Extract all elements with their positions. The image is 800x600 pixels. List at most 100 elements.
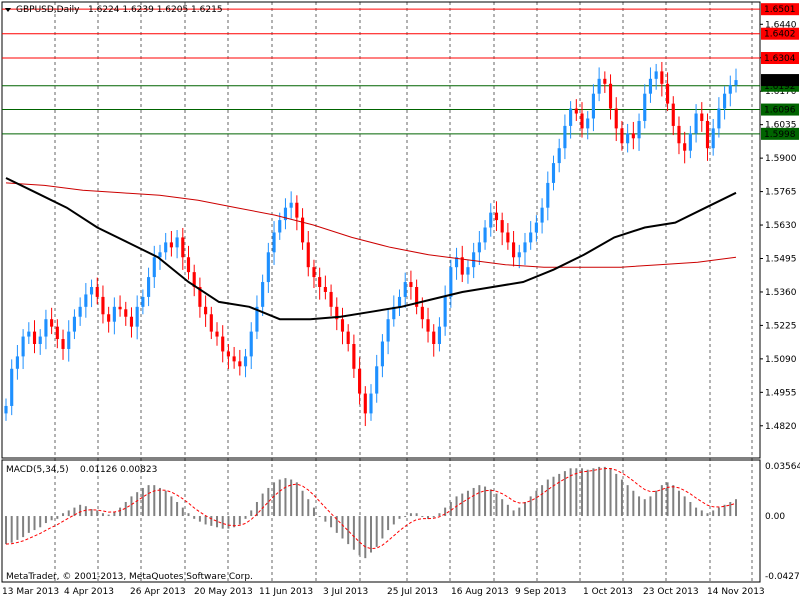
candle-body	[209, 314, 213, 332]
macd-bar	[643, 499, 646, 517]
candle-body	[489, 212, 493, 228]
macd-bar	[603, 466, 606, 517]
candle-body	[631, 133, 635, 139]
macd-bar	[261, 493, 264, 517]
price-tick-label: 1.5900	[765, 154, 797, 164]
candle-body	[323, 287, 327, 292]
candle-body	[38, 336, 42, 344]
macd-bar	[552, 476, 555, 517]
macd-bar	[649, 496, 652, 517]
candle-body	[392, 306, 396, 320]
price-tick-label: 1.6035	[765, 121, 797, 131]
candle-body	[683, 143, 687, 151]
candle-body	[318, 277, 322, 287]
candle-body	[512, 242, 516, 258]
macd-bar	[141, 487, 144, 517]
x-tick-label: 16 Aug 2013	[451, 587, 509, 597]
macd-bar	[723, 504, 726, 517]
macd-bar	[717, 507, 720, 517]
macd-bar	[735, 499, 737, 517]
macd-bar	[381, 516, 384, 539]
macd-bar	[347, 516, 350, 545]
macd-bar	[495, 493, 498, 517]
macd-bar	[238, 516, 241, 525]
macd-bar	[655, 490, 658, 517]
macd-panel	[1, 459, 761, 583]
candle-body	[454, 257, 459, 268]
macd-bar	[415, 513, 418, 517]
price-tick-label: 1.5225	[765, 321, 797, 331]
x-tick-label: 23 Oct 2013	[643, 587, 699, 597]
macd-bar	[341, 516, 344, 539]
macd-bar	[523, 501, 526, 517]
x-tick-label: 4 Apr 2013	[64, 587, 114, 597]
candle-body	[169, 242, 173, 248]
macd-bar	[170, 496, 173, 517]
macd-bar	[27, 516, 30, 533]
macd-bar	[512, 510, 515, 517]
candle-body	[705, 120, 710, 149]
candle-body	[352, 344, 356, 369]
candle-body	[460, 257, 464, 275]
macd-bar	[204, 516, 207, 525]
candle-body	[694, 113, 698, 134]
macd-bar	[672, 485, 675, 517]
macd-bar	[546, 479, 549, 517]
macd-bar	[10, 516, 13, 543]
candle-body	[648, 78, 653, 94]
macd-bar	[301, 490, 304, 517]
candle-body	[55, 326, 59, 340]
level-label-box	[761, 127, 799, 140]
dropdown-arrow-icon	[5, 8, 11, 12]
candle-body	[660, 71, 664, 84]
candle-body	[403, 282, 407, 297]
candle-body	[312, 267, 316, 278]
macd-bar	[136, 492, 139, 517]
macd-bar	[193, 516, 196, 519]
current-price-box	[761, 74, 799, 87]
candle-body	[472, 252, 476, 268]
level-label: 1.6304	[764, 54, 796, 64]
macd-signal-line	[5, 467, 737, 550]
macd-bar	[255, 501, 258, 517]
ma-slow-line	[5, 177, 737, 321]
candle-body	[363, 393, 367, 414]
macd-bar	[90, 509, 93, 517]
candle-body	[717, 108, 721, 129]
macd-bar	[660, 485, 663, 517]
macd-bar	[216, 516, 219, 528]
candle-body	[107, 314, 111, 322]
macd-bar	[79, 504, 82, 517]
candle-body	[129, 316, 134, 327]
candle-body	[10, 368, 14, 406]
macd-bar	[73, 507, 76, 517]
candle-body	[266, 252, 270, 283]
candle-body	[135, 306, 139, 327]
candle-body	[569, 108, 573, 126]
macd-bar	[592, 468, 595, 517]
macd-bar	[529, 496, 532, 517]
candle-body	[563, 125, 567, 149]
macd-bar	[62, 513, 65, 517]
candle-body	[272, 232, 276, 253]
macd-values-label: 0.01126 0.00823	[80, 465, 157, 475]
macd-bar	[729, 501, 732, 517]
macd-bar	[358, 516, 361, 556]
candle-body	[546, 182, 550, 208]
candle-body	[186, 257, 191, 273]
macd-bar	[22, 516, 25, 538]
macd-bar	[472, 487, 475, 517]
macd-bar	[501, 499, 504, 517]
candle-body	[346, 331, 350, 344]
candle-body	[15, 356, 19, 369]
x-tick-label: 11 Jun 2013	[259, 587, 313, 597]
macd-bar	[506, 504, 509, 517]
price-tick-label: 1.5765	[765, 188, 797, 198]
macd-bar	[615, 473, 618, 517]
macd-bar	[427, 516, 430, 519]
macd-tick-label: 0.00	[765, 512, 785, 522]
candle-body	[529, 232, 533, 243]
macd-bar	[244, 516, 247, 519]
